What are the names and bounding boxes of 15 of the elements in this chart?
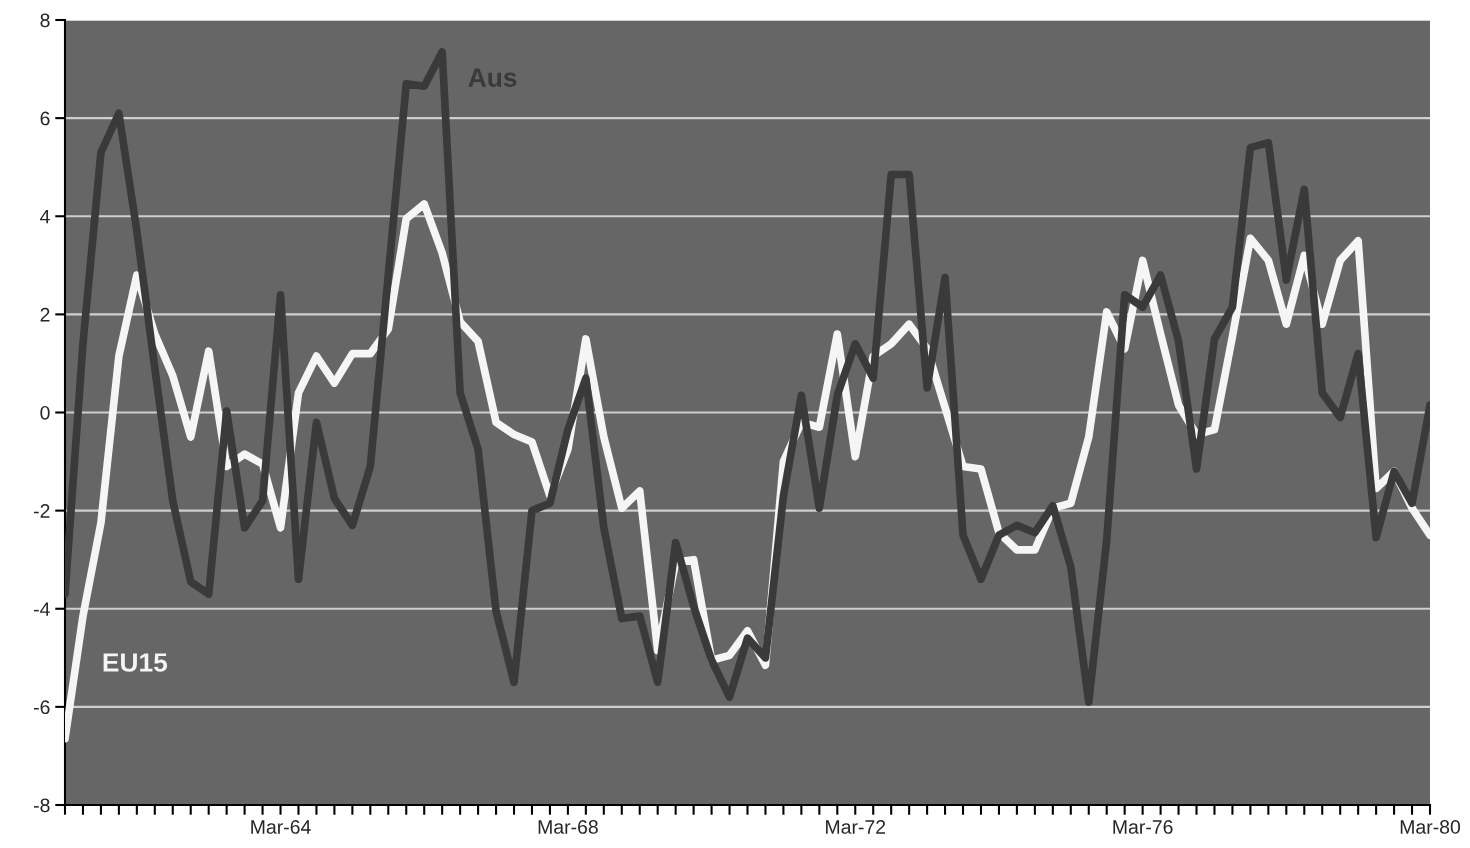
y-tick-label: 2: [40, 307, 50, 322]
x-tick-label: Mar-80: [1400, 820, 1461, 834]
series-label: EU15: [103, 653, 168, 672]
y-tick-label: -6: [33, 700, 50, 715]
y-tick-label: -4: [33, 602, 50, 616]
y-tick-label: 8: [40, 13, 50, 28]
x-tick-label: Mar-68: [538, 820, 598, 834]
y-tick-label: 0: [40, 405, 50, 420]
y-tick-label: 6: [40, 111, 50, 126]
y-tick-label: -2: [33, 504, 50, 518]
y-tick-label: -8: [33, 798, 50, 813]
x-tick-label: Mar-72: [826, 820, 886, 834]
x-tick-label: Mar-76: [1113, 820, 1173, 834]
y-tick-label: 4: [40, 209, 50, 224]
x-tick-label: Mar-64: [251, 820, 311, 834]
